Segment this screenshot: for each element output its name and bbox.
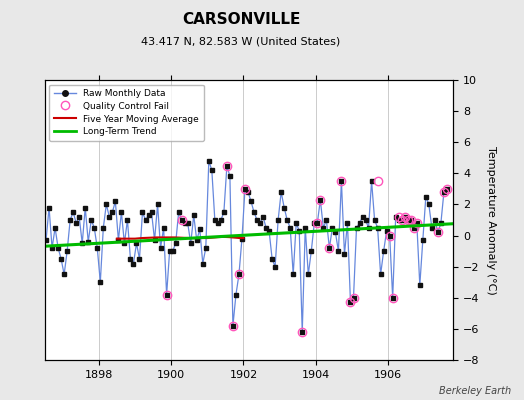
Text: Berkeley Earth: Berkeley Earth — [439, 386, 511, 396]
Text: CARSONVILLE: CARSONVILLE — [182, 12, 300, 27]
Y-axis label: Temperature Anomaly (°C): Temperature Anomaly (°C) — [486, 146, 496, 294]
Text: 43.417 N, 82.583 W (United States): 43.417 N, 82.583 W (United States) — [141, 36, 341, 46]
Legend: Raw Monthly Data, Quality Control Fail, Five Year Moving Average, Long-Term Tren: Raw Monthly Data, Quality Control Fail, … — [49, 84, 204, 141]
